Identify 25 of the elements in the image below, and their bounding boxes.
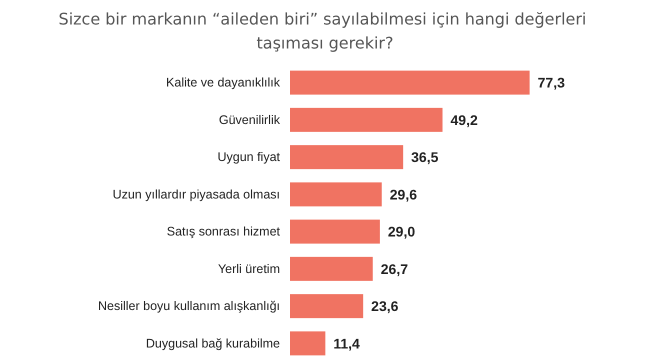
- bar: [290, 70, 530, 95]
- y-tick-label: Uzun yıllardır piyasada olması: [112, 187, 280, 202]
- bar: [290, 145, 404, 170]
- data-label: 77,3: [538, 74, 566, 91]
- bar: [290, 256, 373, 281]
- y-tick-label: Uygun fiyat: [217, 150, 281, 164]
- data-label: 36,5: [411, 149, 439, 166]
- data-label: 11,4: [333, 335, 360, 352]
- data-label: 26,7: [380, 260, 408, 277]
- chart-title: Sizce bir markanın “aileden biri” sayılabilmesi için hangi değerleri taşıması gerekir?: [58, 10, 592, 52]
- bar: [290, 331, 326, 356]
- bar: [290, 220, 380, 244]
- y-tick-label: Yerli üretim: [218, 262, 280, 276]
- y-tick-label: Güvenilirlik: [218, 112, 281, 127]
- bar: [290, 108, 443, 132]
- y-tick-label: Satış sonrası hizmet: [166, 224, 281, 239]
- bar: [290, 294, 364, 318]
- y-tick-label: Kalite ve dayanıklılık: [166, 76, 281, 90]
- y-tick-label: Duygusal bağ kurabilme: [146, 336, 280, 350]
- data-label: 29,6: [390, 186, 418, 202]
- data-label: 23,6: [371, 298, 399, 314]
- data-label: 29,0: [388, 224, 416, 240]
- bar: [290, 182, 382, 206]
- data-label: 49,2: [450, 112, 478, 128]
- y-tick-label: Nesiller boyu kullanım alışkanlığı: [98, 299, 280, 314]
